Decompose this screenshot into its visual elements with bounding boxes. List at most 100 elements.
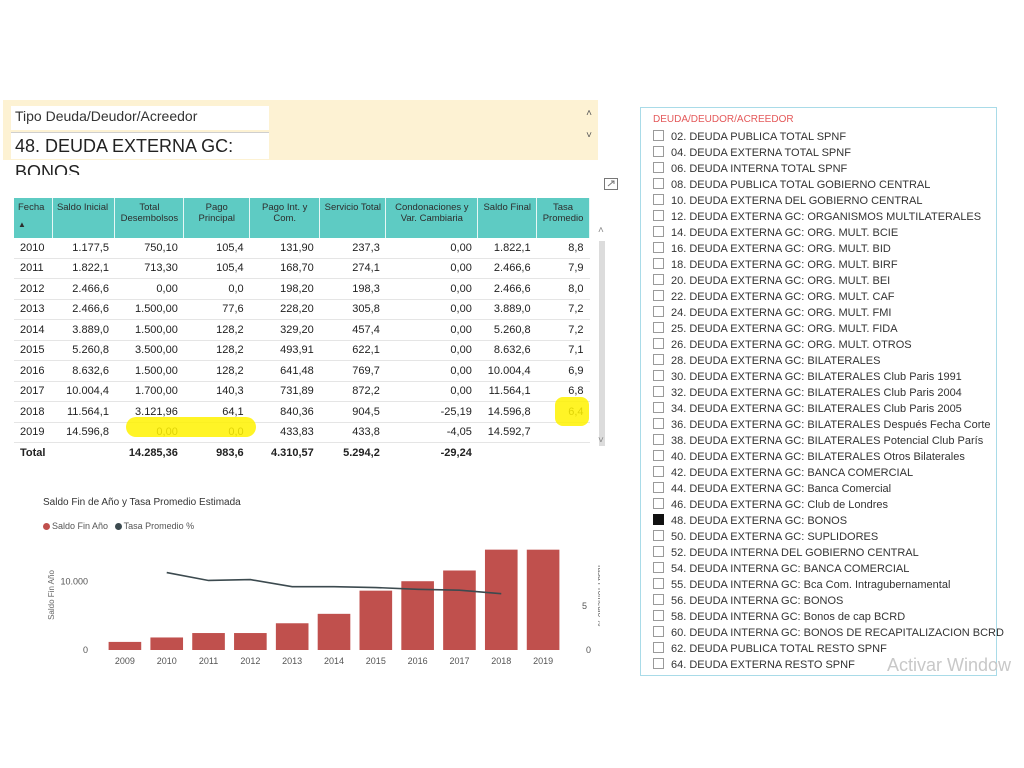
checkbox[interactable] [653, 610, 664, 621]
table-row[interactable]: 2015 5.260,8 3.500,00 128,2 493,91 622,1 0,00 8… [14, 340, 590, 361]
checkbox[interactable] [653, 546, 664, 557]
list-item-label: 55. DEUDA INTERNA GC: Bca Com. Intragube… [671, 579, 951, 591]
table-row[interactable]: 2016 8.632,6 1.500,00 128,2 641,48 769,7 0,00 1… [14, 360, 590, 382]
checkbox[interactable] [653, 434, 664, 445]
checkbox[interactable] [653, 322, 664, 333]
sort-ascending-icon[interactable]: ▲ [18, 220, 26, 229]
checkbox[interactable] [653, 626, 664, 637]
list-item[interactable]: 16. DEUDA EXTERNA GC: ORG. MULT. BID [653, 241, 1004, 257]
checkbox[interactable] [653, 226, 664, 237]
checkbox[interactable] [653, 418, 664, 429]
table-total-row[interactable]: Total 14.285,36 983,6 4.310,57 5.294,2 -29,24 [14, 442, 590, 463]
table-row[interactable]: 2012 2.466,6 0,00 0,0 198,20 198,3 0,00 2.466,6… [14, 278, 590, 300]
list-item[interactable]: 60. DEUDA INTERNA GC: BONOS DE RECAPITAL… [653, 625, 1004, 641]
list-item[interactable]: 08. DEUDA PUBLICA TOTAL GOBIERNO CENTRAL [653, 177, 1004, 193]
checkbox[interactable] [653, 642, 664, 653]
list-item[interactable]: 26. DEUDA EXTERNA GC: ORG. MULT. OTROS [653, 337, 1004, 353]
table-row[interactable]: 201914.596,80,000,0433,83433,8-4,0514.59… [14, 422, 590, 443]
table-row[interactable]: 2014 3.889,0 1.500,00 128,2 329,20 457,4 0,00 5… [14, 319, 590, 341]
col-header-saldo-final[interactable]: Saldo Final [477, 198, 538, 238]
list-item[interactable]: 06. DEUDA INTERNA TOTAL SPNF [653, 161, 1004, 177]
checkbox[interactable] [653, 578, 664, 589]
checkbox[interactable] [653, 386, 664, 397]
list-item[interactable]: 62. DEUDA PUBLICA TOTAL RESTO SPNF [653, 641, 1004, 657]
checkbox[interactable] [653, 290, 664, 301]
checkbox[interactable] [653, 306, 664, 317]
list-item[interactable]: 42. DEUDA EXTERNA GC: BANCA COMERCIAL [653, 465, 1004, 481]
tipo-deuda-slicer[interactable]: Tipo Deuda/Deudor/Acreedor 48. DEUDA EXT… [3, 100, 598, 182]
list-item[interactable]: 25. DEUDA EXTERNA GC: ORG. MULT. FIDA [653, 321, 1004, 337]
table-scrollbar[interactable]: ˄ ˅ [596, 225, 610, 455]
col-header-pago-principal[interactable]: Pago Principal [183, 198, 251, 238]
checkbox[interactable] [653, 242, 664, 253]
chevron-up-icon[interactable]: ˄ [586, 108, 592, 119]
chart-plot: 2009 2010 2011 2012 2013 2014 2015 2016 2017 2018… [47, 549, 600, 666]
table-row[interactable]: 2017 10.004,4 1.700,00 140,3 731,89 872,2 0,00… [14, 381, 590, 402]
list-item[interactable]: 58. DEUDA INTERNA GC: Bonos de cap BCRD [653, 609, 1004, 625]
list-item[interactable]: 02. DEUDA PUBLICA TOTAL SPNF [653, 129, 1004, 145]
checkbox[interactable] [653, 402, 664, 413]
table-row[interactable]: 2011 1.822,1 713,30 105,4 168,70 274,1 0,00 2.4… [14, 258, 590, 279]
list-item[interactable]: 14. DEUDA EXTERNA GC: ORG. MULT. BCIE [653, 225, 1004, 241]
list-item[interactable]: 55. DEUDA INTERNA GC: Bca Com. Intragube… [653, 577, 1004, 593]
checkbox[interactable] [653, 450, 664, 461]
list-item[interactable]: 12. DEUDA EXTERNA GC: ORGANISMOS MULTILA… [653, 209, 1004, 225]
list-item[interactable]: 28. DEUDA EXTERNA GC: BILATERALES [653, 353, 1004, 369]
table-row[interactable]: 2018 11.564,1 3.121,96 64,1 840,36 904,5 -25,1… [14, 401, 590, 423]
checkbox[interactable] [653, 178, 664, 189]
focus-mode-icon[interactable] [604, 178, 618, 190]
list-item[interactable]: 20. DEUDA EXTERNA GC: ORG. MULT. BEI [653, 273, 1004, 289]
list-item[interactable]: 40. DEUDA EXTERNA GC: BILATERALES Otros … [653, 449, 1004, 465]
checkbox[interactable] [653, 146, 664, 157]
list-item[interactable]: 52. DEUDA INTERNA DEL GOBIERNO CENTRAL [653, 545, 1004, 561]
list-item[interactable]: 24. DEUDA EXTERNA GC: ORG. MULT. FMI [653, 305, 1004, 321]
tipo-deuda-value[interactable]: 48. DEUDA EXTERNA GC: BONOS [11, 132, 269, 182]
checkbox[interactable] [653, 274, 664, 285]
col-header-condonaciones[interactable]: Condonaciones y Var. Cambiaria [385, 198, 479, 238]
checkbox[interactable] [653, 594, 664, 605]
chevron-down-icon[interactable]: ˅ [586, 130, 592, 141]
col-header-pago-int-com[interactable]: Pago Int. y Com. [249, 198, 321, 238]
scrollbar-thumb[interactable] [599, 241, 605, 446]
scroll-down-icon[interactable]: ˅ [598, 435, 604, 446]
checkbox[interactable] [653, 466, 664, 477]
list-item[interactable]: 64. DEUDA EXTERNA RESTO SPNF [653, 657, 1004, 673]
col-header-saldo-inicial[interactable]: Saldo Inicial [52, 198, 116, 238]
list-item[interactable]: 34. DEUDA EXTERNA GC: BILATERALES Club P… [653, 401, 1004, 417]
checkbox[interactable] [653, 514, 664, 525]
checkbox[interactable] [653, 562, 664, 573]
list-item[interactable]: 10. DEUDA EXTERNA DEL GOBIERNO CENTRAL [653, 193, 1004, 209]
list-item[interactable]: 48. DEUDA EXTERNA GC: BONOS [653, 513, 1004, 529]
scroll-up-icon[interactable]: ˄ [598, 225, 604, 236]
col-header-servicio-total[interactable]: Servicio Total [319, 198, 387, 238]
list-item[interactable]: 46. DEUDA EXTERNA GC: Club de Londres [653, 497, 1004, 513]
checkbox[interactable] [653, 210, 664, 221]
list-item[interactable]: 56. DEUDA INTERNA GC: BONOS [653, 593, 1004, 609]
checkbox[interactable] [653, 370, 664, 381]
list-item[interactable]: 50. DEUDA EXTERNA GC: SUPLIDORES [653, 529, 1004, 545]
col-header-tasa-promedio[interactable]: Tasa Promedio [536, 198, 590, 238]
checkbox[interactable] [653, 498, 664, 509]
checkbox[interactable] [653, 482, 664, 493]
list-item[interactable]: 38. DEUDA EXTERNA GC: BILATERALES Potenc… [653, 433, 1004, 449]
list-item[interactable]: 36. DEUDA EXTERNA GC: BILATERALES Despué… [653, 417, 1004, 433]
checkbox[interactable] [653, 162, 664, 173]
checkbox[interactable] [653, 354, 664, 365]
checkbox[interactable] [653, 194, 664, 205]
checkbox[interactable] [653, 130, 664, 141]
col-header-total-desembolsos[interactable]: Total Desembolsos [114, 198, 185, 238]
list-item[interactable]: 54. DEUDA INTERNA GC: BANCA COMERCIAL [653, 561, 1004, 577]
checkbox[interactable] [653, 530, 664, 541]
checkbox[interactable] [653, 258, 664, 269]
checkbox[interactable] [653, 658, 664, 669]
list-item[interactable]: 04. DEUDA EXTERNA TOTAL SPNF [653, 145, 1004, 161]
list-item[interactable]: 44. DEUDA EXTERNA GC: Banca Comercial [653, 481, 1004, 497]
checkbox[interactable] [653, 338, 664, 349]
table-row[interactable]: 2013 2.466,6 1.500,00 77,6 228,20 305,8 0,00 3.… [14, 299, 590, 320]
list-item[interactable]: 22. DEUDA EXTERNA GC: ORG. MULT. CAF [653, 289, 1004, 305]
table-row[interactable]: 2010 1.177,5 750,10 105,4 131,90 237,3 0,00 1.8… [14, 238, 590, 259]
col-header-fecha[interactable]: Fecha ▲ [14, 198, 53, 238]
list-item[interactable]: 30. DEUDA EXTERNA GC: BILATERALES Club P… [653, 369, 1004, 385]
list-item[interactable]: 18. DEUDA EXTERNA GC: ORG. MULT. BIRF [653, 257, 1004, 273]
list-item[interactable]: 32. DEUDA EXTERNA GC: BILATERALES Club P… [653, 385, 1004, 401]
